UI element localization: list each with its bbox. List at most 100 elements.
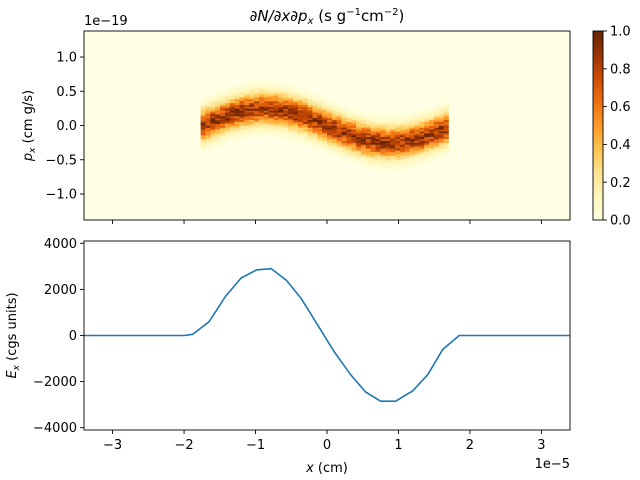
heatmap-cell — [278, 104, 284, 107]
heatmap-cell — [424, 121, 430, 124]
heatmap-cell — [336, 151, 342, 155]
heatmap-cell — [258, 100, 265, 104]
heatmap-cell — [395, 168, 401, 172]
heatmap-cell — [419, 133, 425, 136]
heatmap-cell — [263, 95, 269, 98]
heatmap-cell — [433, 104, 440, 107]
heatmap-cell — [249, 110, 255, 113]
heatmap-cell — [336, 100, 342, 104]
heatmap-cell — [375, 114, 381, 117]
heatmap-cell — [268, 85, 274, 88]
heatmap-cell — [395, 148, 401, 151]
heatmap-cell — [414, 127, 420, 130]
heatmap-cell — [205, 133, 211, 136]
heatmap-cell — [224, 134, 231, 138]
heatmap-cell — [210, 108, 216, 111]
heatmap-cell — [346, 133, 352, 136]
heatmap-cell — [375, 153, 381, 157]
heatmap-cell — [336, 119, 342, 123]
heatmap-cell — [249, 85, 255, 88]
heatmap-cell — [385, 165, 391, 168]
heatmap-cell — [395, 127, 401, 130]
heatmap-cell — [244, 95, 250, 98]
heatmap-panel: −1.0−0.50.00.51.0 1e−19 ∂N/∂x∂px (s g−1c… — [21, 7, 571, 224]
colorbar-tick-label: 0.6 — [610, 100, 631, 115]
heatmap-cell — [200, 144, 206, 147]
heatmap-cell — [297, 131, 303, 134]
heatmap-cell — [375, 136, 381, 140]
heatmap-cell — [399, 155, 406, 158]
heatmap-cell — [263, 127, 269, 130]
heatmap-cell — [239, 121, 245, 124]
heatmap-cell — [351, 144, 357, 147]
heatmap-cell — [258, 112, 265, 115]
heatmap-cell — [307, 142, 313, 145]
heatmap-cell — [351, 121, 357, 124]
heatmap-cell — [365, 161, 372, 164]
colorbar-tick-label: 0.2 — [610, 176, 631, 191]
heatmap-cell — [414, 116, 420, 119]
heatmap-cell — [268, 95, 274, 98]
heatmap-cell — [424, 138, 430, 141]
heatmap-cell — [273, 97, 279, 100]
heatmap-y-label: px (cm g/s) — [21, 90, 38, 162]
heatmap-cell — [327, 140, 333, 143]
heatmap-cell — [404, 168, 410, 172]
heatmap-cell — [312, 91, 318, 94]
heatmap-cell — [249, 121, 255, 124]
heatmap-cell — [312, 102, 318, 106]
heatmap-cell — [370, 144, 376, 147]
heatmap-cell — [327, 117, 333, 121]
heatmap-cell — [414, 151, 420, 155]
heatmap-cell — [215, 117, 221, 121]
heatmap-cell — [414, 125, 420, 128]
heatmap-cell — [254, 127, 260, 130]
heatmap-cell — [424, 140, 430, 143]
heatmap-cell — [229, 95, 235, 98]
heatmap-cell — [292, 121, 299, 124]
heatmap-cell — [327, 150, 333, 153]
heatmap-cell — [404, 116, 410, 119]
heatmap-cell — [292, 131, 299, 134]
heatmap-cell — [399, 116, 406, 119]
heatmap-cell — [288, 117, 294, 121]
heatmap-cell — [268, 99, 274, 102]
heatmap-cell — [249, 89, 255, 92]
heatmap-cell — [263, 114, 269, 117]
heatmap-cell — [273, 110, 279, 113]
heatmap-cell — [229, 119, 235, 123]
heatmap-cell — [433, 142, 440, 145]
heatmap-cell — [234, 91, 240, 94]
heatmap-cell — [351, 110, 357, 113]
heatmap-cell — [288, 110, 294, 113]
heatmap-cell — [312, 127, 318, 130]
heatmap-cell — [234, 133, 240, 136]
heatmap-cell — [429, 123, 435, 126]
heatmap-cell — [443, 131, 449, 134]
heatmap-cell — [254, 91, 260, 94]
heatmap-cell — [443, 133, 449, 136]
heatmap-cell — [278, 133, 284, 136]
heatmap-cell — [443, 104, 449, 107]
heatmap-cell — [200, 142, 206, 145]
heatmap-cell — [322, 119, 328, 123]
heatmap-cell — [292, 136, 299, 140]
heatmap-cell — [288, 83, 294, 87]
heatmap-cell — [370, 163, 376, 166]
heatmap-cell — [278, 82, 284, 85]
heatmap-cell — [254, 82, 260, 85]
heatmap-cell — [200, 100, 206, 104]
heatmap-cell — [433, 112, 440, 115]
heatmap-cell — [283, 121, 289, 124]
heatmap-cell — [205, 102, 211, 106]
heatmap-cell — [390, 131, 396, 134]
heatmap-cell — [375, 121, 381, 124]
line-x-label-main: x — [305, 461, 314, 476]
heatmap-cell — [249, 134, 255, 138]
heatmap-cell — [220, 123, 226, 126]
heatmap-cell — [317, 144, 323, 147]
heatmap-cell — [220, 93, 226, 96]
heatmap-cell — [283, 95, 289, 98]
heatmap-cell — [409, 123, 415, 126]
heatmap-cell — [205, 116, 211, 119]
